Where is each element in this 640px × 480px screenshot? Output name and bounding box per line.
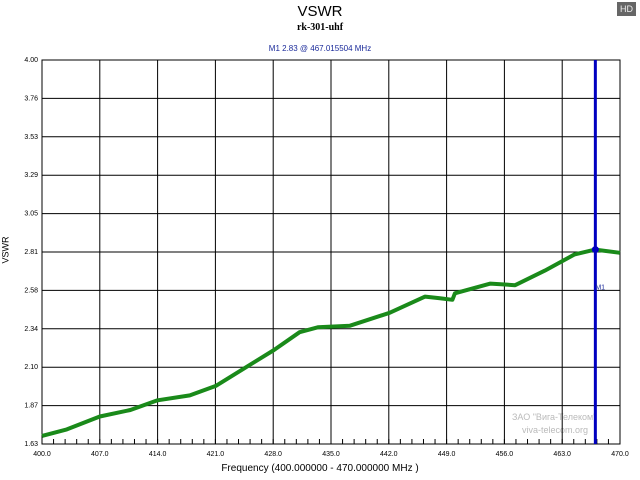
y-tick-label: 1.87 (24, 403, 38, 410)
x-tick-label: 442.0 (380, 451, 398, 458)
y-tick-label: 3.53 (24, 134, 38, 141)
y-axis-label: VSWR (0, 236, 11, 264)
x-tick-label: 407.0 (91, 451, 109, 458)
x-tick-label: 435.0 (322, 451, 340, 458)
x-tick-label: 470.0 (611, 451, 629, 458)
x-tick-label: 463.0 (553, 451, 571, 458)
vswr-trace (41, 247, 621, 438)
y-tick-label: 3.76 (24, 95, 38, 102)
x-tick-label: 421.0 (207, 451, 225, 458)
x-axis-label: Frequency (400.000000 - 470.000000 MHz ) (221, 463, 419, 474)
y-tick-label: 2.81 (24, 249, 38, 256)
y-tick-label: 2.58 (24, 287, 38, 294)
x-tick-label: 400.0 (33, 451, 51, 458)
y-tick-label: 4.00 (24, 57, 38, 64)
chart-title: VSWR (297, 3, 343, 20)
x-tick-label: 456.0 (496, 451, 514, 458)
y-tick-label: 2.34 (24, 326, 38, 333)
x-tick-label: 449.0 (438, 451, 456, 458)
marker-readout: M1 2.83 @ 467.015504 MHz (268, 44, 372, 53)
marker-tag: M1 (595, 285, 605, 292)
chart-subtitle: rk-301-uhf (296, 22, 344, 33)
y-tick-label: 3.05 (24, 211, 38, 218)
y-tick-label: 2.10 (24, 364, 38, 371)
marker-point (591, 246, 599, 254)
watermark-url: viva-telecom.org (522, 425, 589, 435)
y-tick-label: 3.29 (24, 172, 38, 179)
hd-badge[interactable]: HD (617, 2, 636, 16)
x-tick-label: 428.0 (264, 451, 282, 458)
x-tick-label: 414.0 (149, 451, 167, 458)
watermark-company: ЗАО "Вига-Телеком" (512, 412, 597, 422)
y-tick-label: 1.63 (24, 441, 38, 448)
